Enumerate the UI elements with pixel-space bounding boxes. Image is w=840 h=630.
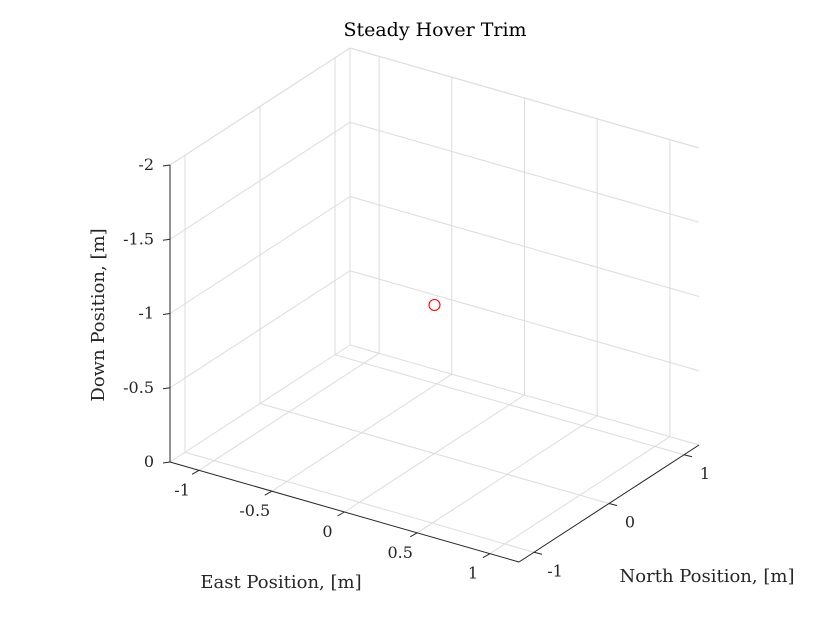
data-points <box>428 298 441 312</box>
z-tick-label: -1 <box>138 304 154 323</box>
left-wall-grid-line-horizontal <box>169 270 351 389</box>
x-tick-label: -0.5 <box>239 501 270 520</box>
axes <box>162 164 700 563</box>
x-tick-label: -1 <box>174 480 190 499</box>
x-axis-line <box>169 461 520 563</box>
top-right-edge <box>349 47 700 149</box>
y-tick-mark <box>533 551 543 555</box>
y-tick-label: 1 <box>700 464 710 483</box>
x-axis-label: East Position, [m] <box>200 572 361 593</box>
z-axis-label: Down Position, [m] <box>88 228 109 401</box>
floor-grid-line-y <box>259 403 610 504</box>
floor-grid-line-y <box>184 451 535 553</box>
tick-labels: -1 -0.5 0 0.5 1 -1 0 1 0 -0.5 -1 -1.5 -2 <box>123 155 710 583</box>
y-tick-mark <box>683 454 693 458</box>
x-tick-mark <box>482 553 491 559</box>
z-tick-mark <box>162 387 171 390</box>
x-tick-mark <box>191 469 200 475</box>
left-wall-grid-line-horizontal <box>169 344 351 463</box>
right-wall-grid-line-horizontal <box>349 196 700 297</box>
x-tick-label: 0 <box>322 522 332 541</box>
z-tick-mark <box>162 164 171 167</box>
z-tick-label: 0 <box>144 452 154 471</box>
right-wall-grid-line-horizontal <box>349 344 700 446</box>
z-tick-label: -2 <box>138 155 154 174</box>
left-wall-grid-line-horizontal <box>169 196 351 314</box>
y-axis-label: North Position, [m] <box>620 566 795 587</box>
z-tick-label: -1.5 <box>123 229 154 248</box>
x-tick-label: 1 <box>468 564 478 583</box>
y-tick-label: -1 <box>547 561 563 580</box>
x-tick-mark <box>337 511 345 517</box>
x-tick-label: 0.5 <box>387 543 412 562</box>
top-left-edge <box>169 47 351 166</box>
z-tick-label: -0.5 <box>123 378 154 397</box>
data-point <box>428 298 441 312</box>
floor-grid-line-y <box>334 354 685 456</box>
x-tick-mark <box>264 490 273 496</box>
z-tick-mark <box>162 461 171 464</box>
x-tick-mark <box>409 532 418 538</box>
z-tick-mark <box>162 313 171 315</box>
right-wall-grid-line-horizontal <box>349 121 700 223</box>
grid-lines <box>169 47 700 563</box>
right-wall-grid-line-horizontal <box>349 270 700 372</box>
y-tick-label: 0 <box>625 513 635 532</box>
y-tick-mark <box>608 503 618 506</box>
left-wall-grid-line-horizontal <box>169 121 351 240</box>
chart-title: Steady Hover Trim <box>343 19 526 41</box>
z-tick-mark <box>162 238 171 241</box>
